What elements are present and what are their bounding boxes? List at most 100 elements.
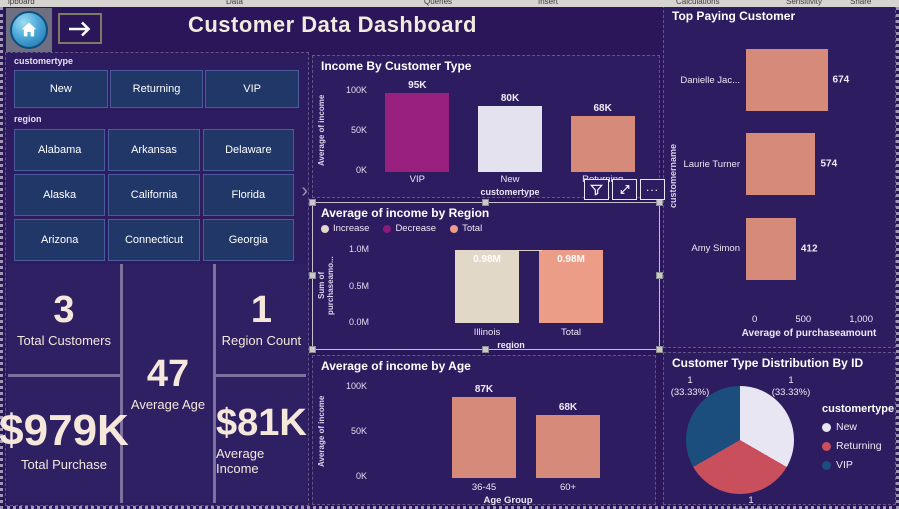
x-axis-ticks: Illinois Total [373, 327, 649, 338]
kpi-average-age[interactable]: 47 Average Age [123, 264, 213, 503]
nav-arrow-button[interactable] [58, 13, 102, 44]
plot-area: Danielle Jac... 674 Laurie Turner 574 Amy Si… [678, 38, 891, 291]
slicer-option-arkansas[interactable]: Arkansas [108, 129, 200, 171]
callout-percent: (33.33%) [670, 386, 710, 398]
panel-avg-income-by-region[interactable]: Average of income by Region Increase Decr… [309, 199, 663, 353]
slicer-option-arizona[interactable]: Arizona [14, 219, 106, 261]
callout-value: 1 [788, 375, 794, 386]
legend-label: Decrease [395, 223, 437, 234]
selection-handle[interactable] [656, 199, 663, 206]
y-tick-label: 0K [355, 471, 367, 481]
y-tick-label: 100K [345, 381, 367, 391]
slicer-option-new[interactable]: New [14, 70, 108, 108]
visual-hover-toolbar: ... [584, 179, 665, 200]
slicer-option-california[interactable]: California [108, 174, 200, 216]
kpi-total-customers[interactable]: 3 Total Customers [8, 264, 120, 374]
y-axis-ticks: 1.0M 0.5M 0.0M [335, 244, 369, 327]
pie-callout-vip: 1 (33.33%) [662, 375, 718, 399]
kpi-value: 1 [250, 288, 272, 331]
kpi-grid: 3 Total Customers 47 Average Age 1 Regio… [0, 264, 307, 503]
ribbon-group-label: Sensitivity [786, 0, 823, 6]
bar-value-label: 68K [558, 401, 578, 413]
y-axis-label: Average of income [317, 395, 326, 468]
x-axis-label: customertype [480, 187, 540, 197]
kpi-region-count[interactable]: 1 Region Count [216, 264, 307, 374]
slicer-option-delaware[interactable]: Delaware [202, 129, 294, 171]
kpi-label: Total Purchase [21, 456, 107, 472]
legend-label: Returning [836, 440, 882, 452]
more-options-icon[interactable]: ... [640, 179, 665, 200]
selection-handle[interactable] [309, 199, 316, 206]
panel-avg-income-by-age[interactable]: Average of income by Age Average of inco… [312, 355, 656, 506]
category-label: Laurie Turner [683, 158, 740, 170]
kpi-label: Region Count [221, 332, 302, 348]
selection-handle[interactable] [309, 346, 316, 353]
slicer-option-alaska[interactable]: Alaska [14, 174, 106, 216]
focus-mode-icon[interactable] [612, 179, 637, 200]
bar-value-label: 80K [500, 92, 520, 104]
pie-chart[interactable] [686, 386, 794, 494]
slicer-option-returning[interactable]: Returning [109, 70, 204, 108]
filter-icon[interactable] [584, 179, 609, 200]
bar-36-45[interactable] [452, 397, 516, 478]
legend-dot [822, 422, 831, 432]
panel-slicers-kpis: customertype New Returning VIP region Alab… [0, 52, 309, 506]
selection-handle[interactable] [309, 272, 316, 279]
connector-line [518, 249, 542, 251]
x-axis-label: region [497, 340, 525, 350]
bar-laurie-turner[interactable] [746, 133, 816, 196]
chart-title: Income By Customer Type [321, 59, 472, 73]
home-button[interactable] [6, 8, 52, 52]
bar-row: Amy Simon 412 [678, 217, 891, 280]
panel-income-by-customer-type[interactable]: Income By Customer Type Average of incom… [312, 55, 660, 198]
bar-total[interactable] [539, 249, 603, 323]
slicer-option-florida[interactable]: Florida [202, 174, 294, 216]
legend-label: Increase [333, 223, 370, 234]
selection-handle[interactable] [656, 346, 663, 353]
slicer-option-vip[interactable]: VIP [205, 70, 299, 108]
x-axis-ticks: 0 500 1,000 [752, 314, 873, 325]
bar-cell: 80K [464, 89, 557, 172]
bar-returning[interactable] [570, 115, 635, 172]
panel-top-paying-customer[interactable]: Top Paying Customer customername Daniell… [663, 5, 896, 348]
ribbon-group-label: Queries [424, 0, 453, 6]
kpi-label: Average Income [216, 446, 265, 476]
x-tick-label: VIP [409, 174, 425, 185]
y-tick-label: 0.5M [348, 280, 369, 291]
bar-row: Laurie Turner 574 [678, 133, 891, 196]
callout-value: 1 [748, 495, 754, 506]
selection-handle[interactable] [482, 346, 489, 353]
bar-cell: 95K [371, 80, 464, 172]
bar-value-label: 68K [593, 102, 612, 114]
legend-label: VIP [836, 459, 853, 471]
selection-handle[interactable] [656, 272, 663, 279]
panel-customer-type-distribution[interactable]: Customer Type Distribution By ID 1 (33.3… [662, 352, 896, 509]
bar-60+[interactable] [536, 414, 600, 478]
bar-danielle-jac-[interactable] [746, 49, 828, 112]
bar-new[interactable] [478, 105, 542, 172]
y-axis-label: customername [668, 143, 678, 209]
legend-dot [321, 224, 329, 233]
kpi-value: $81K [216, 402, 307, 444]
slicer-option-connecticut[interactable]: Connecticut [108, 219, 200, 261]
x-tick-label: 60+ [559, 482, 577, 493]
region-slicer-label: region [14, 114, 42, 124]
bar-track: 674 [746, 49, 867, 112]
selection-handle[interactable] [482, 199, 489, 206]
bar-value-label: 674 [832, 74, 850, 86]
y-tick-label: 100K [345, 85, 367, 95]
legend-item-new: New [822, 421, 894, 433]
slicer-option-alabama[interactable]: Alabama [14, 129, 106, 171]
bar-illinois[interactable] [455, 249, 519, 323]
slicer-option-georgia[interactable]: Georgia [202, 219, 294, 261]
kpi-total-purchase[interactable]: $979K Total Purchase [0, 377, 129, 503]
x-tick-label: 0 [752, 314, 758, 325]
bar-vip[interactable] [385, 93, 450, 172]
y-axis-ticks: 100K 50K 0K [333, 381, 367, 481]
slicer-next-page-icon[interactable]: › [301, 180, 308, 202]
x-tick-label: Total [560, 327, 582, 338]
y-tick-label: 0K [355, 165, 367, 175]
bar-amy-simon[interactable] [746, 217, 796, 280]
kpi-average-income[interactable]: $81K Average Income [216, 377, 307, 503]
